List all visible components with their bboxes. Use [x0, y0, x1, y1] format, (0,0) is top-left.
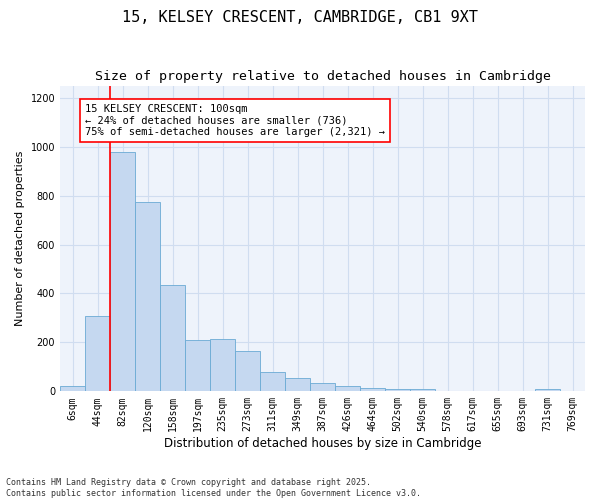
Text: 15 KELSEY CRESCENT: 100sqm
← 24% of detached houses are smaller (736)
75% of sem: 15 KELSEY CRESCENT: 100sqm ← 24% of deta…: [85, 104, 385, 137]
Bar: [85, 316, 110, 392]
Bar: [135, 202, 160, 392]
Bar: [260, 372, 285, 392]
Bar: [160, 285, 185, 392]
Bar: [360, 388, 385, 392]
Title: Size of property relative to detached houses in Cambridge: Size of property relative to detached ho…: [95, 70, 551, 83]
Bar: [285, 378, 310, 392]
Bar: [60, 386, 85, 392]
X-axis label: Distribution of detached houses by size in Cambridge: Distribution of detached houses by size …: [164, 437, 481, 450]
Y-axis label: Number of detached properties: Number of detached properties: [15, 151, 25, 326]
Bar: [210, 338, 235, 392]
Text: 15, KELSEY CRESCENT, CAMBRIDGE, CB1 9XT: 15, KELSEY CRESCENT, CAMBRIDGE, CB1 9XT: [122, 10, 478, 25]
Bar: [310, 383, 335, 392]
Bar: [335, 386, 360, 392]
Bar: [385, 389, 410, 392]
Bar: [235, 351, 260, 392]
Bar: [410, 390, 435, 392]
Text: Contains HM Land Registry data © Crown copyright and database right 2025.
Contai: Contains HM Land Registry data © Crown c…: [6, 478, 421, 498]
Bar: [535, 389, 560, 392]
Bar: [185, 340, 210, 392]
Bar: [110, 152, 135, 392]
